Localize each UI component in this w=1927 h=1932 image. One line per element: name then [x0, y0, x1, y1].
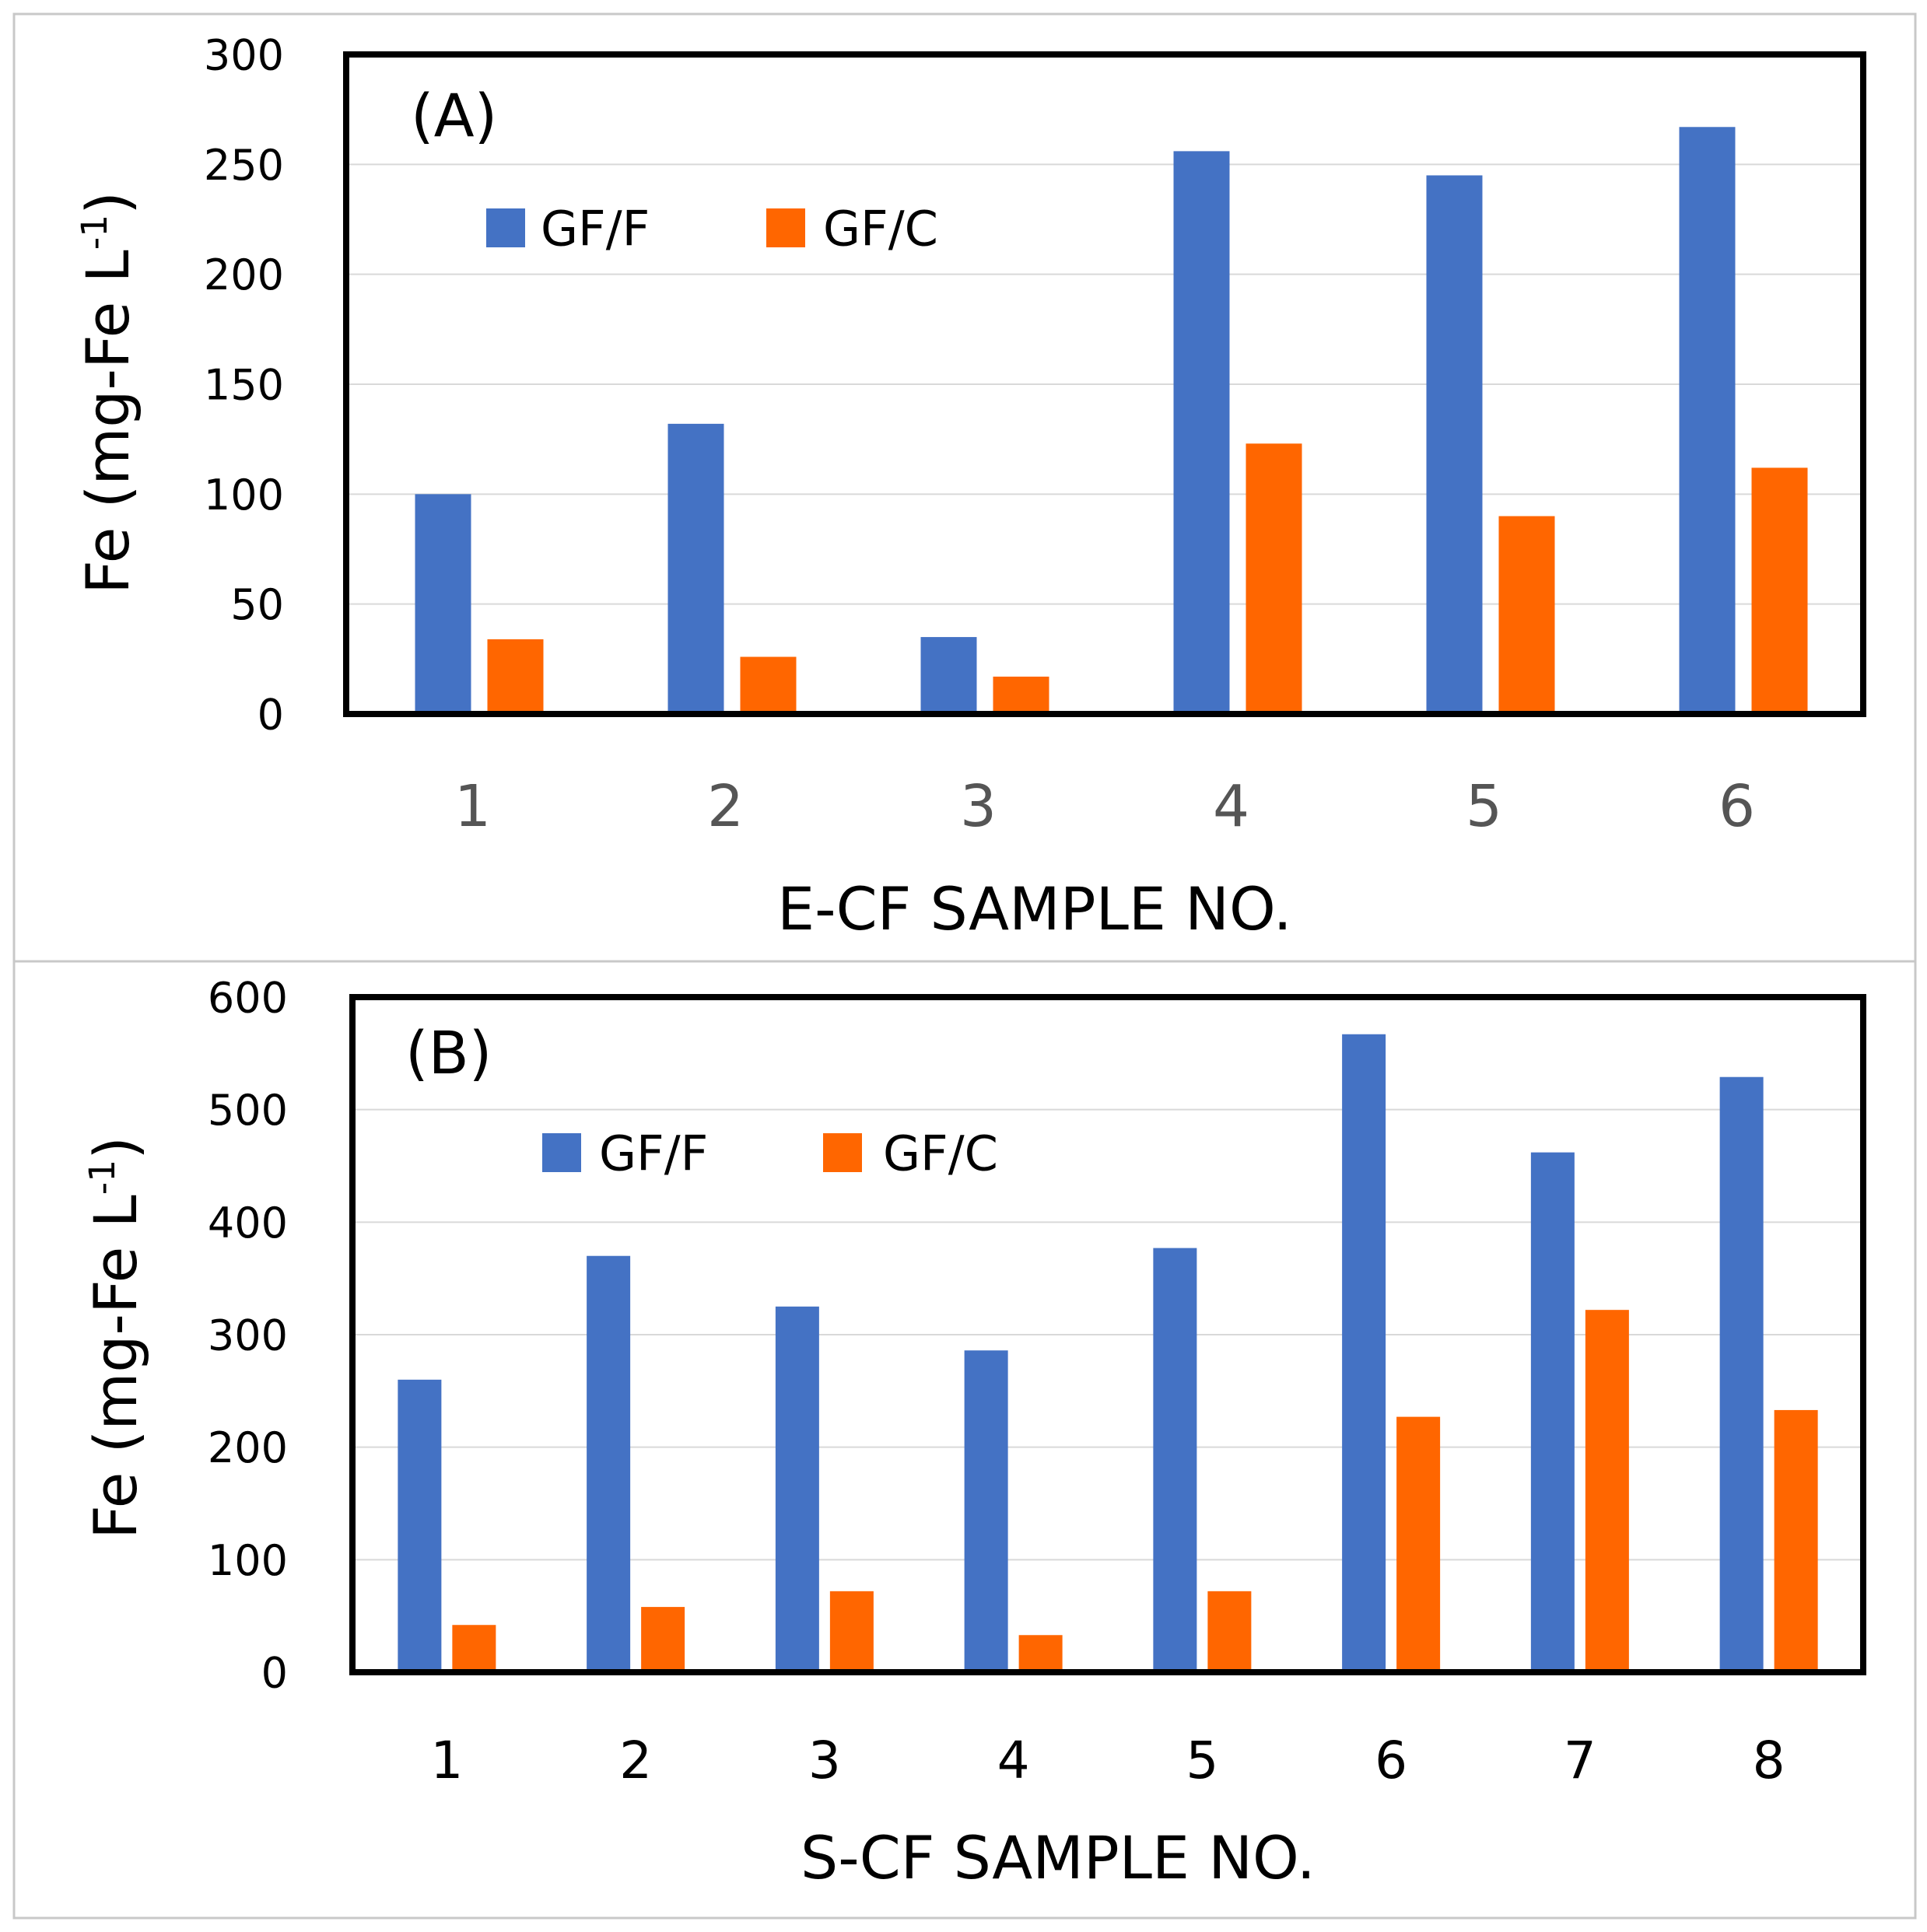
panel-a-x-category-label: 1: [454, 773, 491, 840]
panel-a-bar-gfc-2: [740, 656, 797, 714]
panel-b-x-category-label: 8: [1753, 1731, 1785, 1790]
panel-a-legend-swatch-gfc: [766, 208, 805, 247]
panel-b-bar-gfc-8: [1774, 1409, 1818, 1672]
panel-b-y-tick-label: 600: [208, 973, 288, 1022]
panel-b-bar-gfc-2: [641, 1607, 685, 1672]
panel-a-x-category-label: 5: [1466, 773, 1502, 840]
chart-panel-a: 0 50 100 150 200 250 300 1 2 3 4 5 6 E-CF SAMPLE NO. F…: [73, 30, 1866, 943]
panel-b-label: (B): [405, 1018, 492, 1087]
panel-b-x-category-label: 1: [430, 1731, 463, 1790]
panel-b-legend-label-gff: GF/F: [599, 1125, 708, 1181]
panel-b-legend-label-gfc: GF/C: [883, 1125, 998, 1181]
panel-a-x-axis-title: E-CF SAMPLE NO.: [777, 874, 1292, 943]
panel-b-x-category-label: 2: [619, 1731, 652, 1790]
panel-b-bar-gff-3: [775, 1306, 819, 1672]
panel-b-bar-gfc-6: [1396, 1416, 1441, 1672]
panel-a-bar-gff-2: [667, 423, 724, 714]
panel-a-legend-swatch-gff: [486, 208, 525, 247]
panel-a-legend-label-gff: GF/F: [541, 200, 650, 257]
panel-b-x-category-label: 3: [808, 1731, 841, 1790]
panel-b-frame: [12, 960, 1917, 1920]
panel-a-plot-frame: [343, 51, 1866, 717]
panel-a-y-tick-label: 50: [230, 580, 284, 629]
panel-b-y-tick-label: 0: [261, 1648, 288, 1697]
panel-a-bar-gfc-5: [1498, 516, 1555, 714]
panel-a-bar-gff-1: [415, 494, 471, 714]
panel-b-bar-gfc-5: [1207, 1591, 1252, 1672]
panel-a-x-category-label: 2: [707, 773, 744, 840]
panel-b-bar-gff-1: [398, 1379, 442, 1672]
panel-a-y-tick-label: 250: [204, 141, 284, 190]
panel-b-x-category-label: 4: [997, 1731, 1030, 1790]
panel-a-bar-gff-3: [920, 637, 977, 714]
panel-b-bar-gff-6: [1342, 1034, 1386, 1672]
panel-a-bar-gfc-6: [1751, 467, 1808, 714]
panel-a-bar-gfc-3: [993, 676, 1049, 714]
panel-b-y-tick-label: 200: [208, 1423, 288, 1472]
panel-b-bar-gff-4: [964, 1350, 1008, 1672]
panel-b-y-axis-title: Fe (mg-Fe L-1): [81, 1136, 150, 1539]
panel-b-bar-gff-5: [1153, 1248, 1197, 1672]
panel-a-bar-gfc-4: [1246, 443, 1302, 714]
panel-b-plot-frame: [349, 994, 1866, 1675]
panel-b-bar-gfc-4: [1018, 1635, 1063, 1672]
panel-b-legend-swatch-gfc: [823, 1133, 862, 1172]
panel-b-x-category-label: 7: [1564, 1731, 1596, 1790]
panel-a-y-tick-label: 0: [258, 690, 284, 739]
chart-panel-b: 0 100 200 300 400 500 600 1 2 3 4 5 6 7 8 S-CF SAMPLE N…: [81, 973, 1866, 1892]
panel-a-y-tick-label: 300: [204, 30, 284, 79]
panel-b-x-axis-title: S-CF SAMPLE NO.: [801, 1823, 1316, 1892]
panel-b-bar-gfc-1: [452, 1625, 496, 1672]
panel-a-y-tick-label: 150: [204, 360, 284, 409]
panel-a-label: (A): [411, 81, 497, 150]
panel-a-bar-gff-5: [1426, 175, 1483, 714]
panel-b-bar-gff-8: [1719, 1076, 1764, 1672]
panel-b-x-category-label: 5: [1186, 1731, 1218, 1790]
panel-b-y-tick-label: 100: [208, 1536, 288, 1585]
panel-a-y-axis-title: Fe (mg-Fe L-1): [73, 191, 142, 594]
panel-b-bar-gff-2: [587, 1255, 631, 1672]
panel-b-y-tick-label: 300: [208, 1311, 288, 1360]
panel-a-y-tick-label: 100: [204, 471, 284, 520]
panel-a-legend-label-gfc: GF/C: [823, 200, 938, 257]
panel-a-bar-gfc-1: [487, 639, 544, 714]
panel-a-y-tick-label: 200: [204, 250, 284, 299]
panel-b-y-tick-label: 400: [208, 1199, 288, 1248]
panel-b-bar-gff-7: [1530, 1152, 1575, 1672]
panel-a-x-category-label: 4: [1213, 773, 1249, 840]
panel-b-y-tick-label: 500: [208, 1086, 288, 1135]
panel-a-bar-gff-6: [1679, 127, 1736, 714]
panel-b-bar-gfc-3: [829, 1591, 874, 1672]
panel-a-x-category-label: 3: [960, 773, 997, 840]
panel-a-x-category-label: 6: [1719, 773, 1755, 840]
panel-b-x-category-label: 6: [1375, 1731, 1407, 1790]
panel-a-bar-gff-4: [1173, 151, 1230, 714]
panel-b-bar-gfc-7: [1585, 1310, 1629, 1672]
panel-b-legend-swatch-gff: [542, 1133, 581, 1172]
